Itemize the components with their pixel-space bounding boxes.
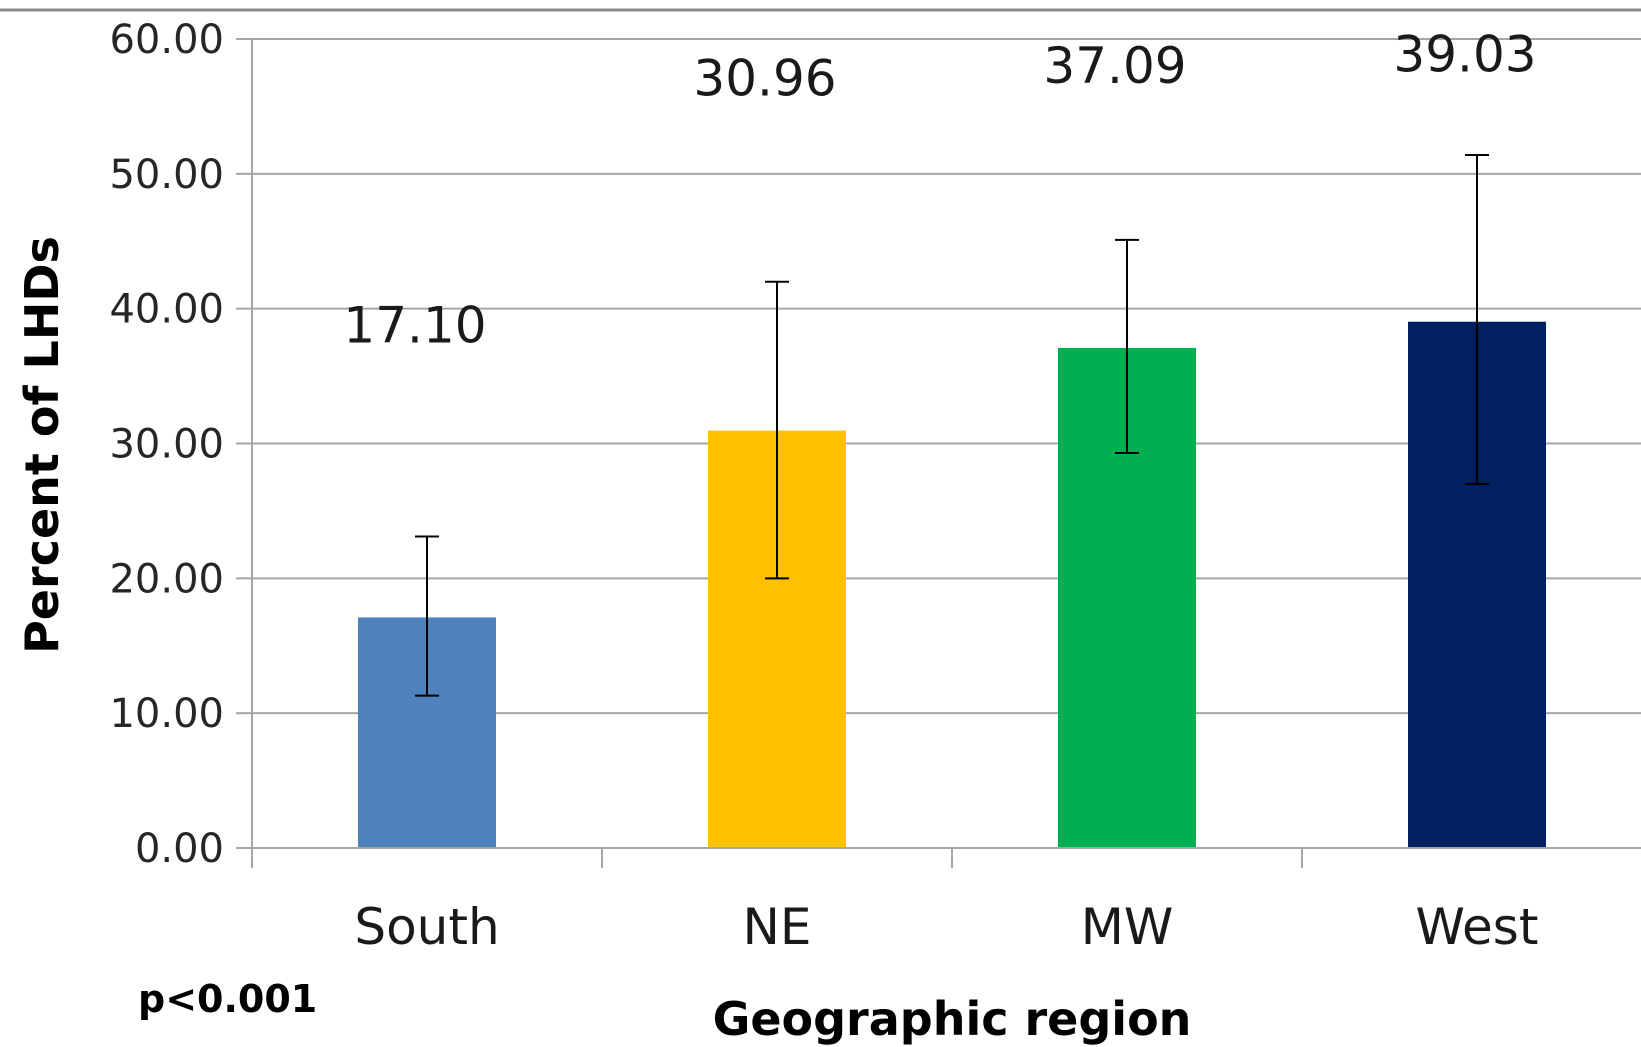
x-tick-label: MW — [1081, 898, 1174, 956]
axes — [236, 38, 1641, 868]
p-value-annotation: p<0.001 — [138, 977, 317, 1021]
data-label: 37.09 — [1043, 37, 1186, 95]
x-tick-label: West — [1416, 898, 1539, 956]
y-tick-label: 40.00 — [109, 287, 224, 333]
y-tick-label: 50.00 — [109, 152, 224, 198]
x-axis-title: Geographic region — [713, 992, 1192, 1046]
labels: 0.00 10.00 20.00 30.00 40.00 50.00 60.00 17.10 S… — [109, 17, 1538, 956]
data-label: 39.03 — [1393, 26, 1536, 84]
y-tick-label: 20.00 — [109, 556, 224, 602]
y-tick-label: 0.00 — [135, 826, 224, 872]
bars — [358, 153, 1546, 849]
x-tick-label: NE — [743, 898, 812, 956]
data-label: 30.96 — [693, 50, 836, 108]
y-tick-label: 30.00 — [109, 422, 224, 468]
x-tick-label: South — [354, 898, 499, 956]
y-axis-title: Percent of LHDs — [15, 236, 69, 654]
y-tick-label: 10.00 — [109, 691, 224, 737]
data-label: 17.10 — [343, 296, 486, 354]
y-tick-label: 60.00 — [109, 17, 224, 63]
